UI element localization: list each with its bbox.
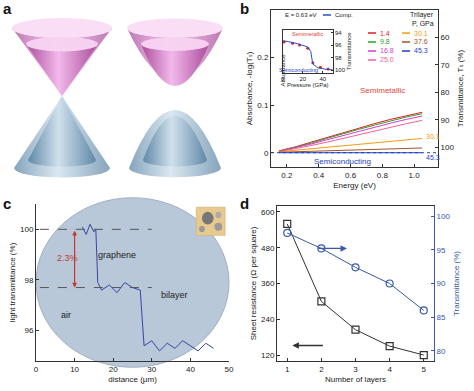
svg-text:100: 100 [441, 143, 455, 152]
svg-text:100: 100 [20, 225, 34, 234]
svg-text:240: 240 [261, 315, 275, 324]
svg-text:30.1: 30.1 [414, 30, 428, 37]
svg-text:Transmittance, Tₛ (%): Transmittance, Tₛ (%) [456, 50, 465, 128]
svg-text:Semiconducting: Semiconducting [314, 157, 371, 166]
svg-text:37.6: 37.6 [414, 38, 428, 45]
svg-text:Semimetallic: Semimetallic [360, 86, 405, 95]
svg-text:P, GPa: P, GPa [412, 20, 434, 27]
svg-text:30: 30 [147, 365, 156, 374]
svg-text:50: 50 [225, 365, 234, 374]
svg-text:light transmittance (%): light transmittance (%) [8, 242, 17, 322]
svg-text:9.8: 9.8 [380, 38, 390, 45]
svg-text:0.6: 0.6 [345, 171, 357, 180]
svg-text:E = 0.63 eV: E = 0.63 eV [285, 12, 317, 18]
svg-text:air: air [61, 310, 71, 320]
svg-text:1: 1 [285, 365, 290, 374]
html-text:a: a [3, 0, 12, 17]
svg-text:40: 40 [186, 365, 195, 374]
html-text:b: b [240, 0, 250, 17]
svg-text:40: 40 [319, 76, 326, 82]
svg-text:Trilayer: Trilayer [410, 11, 434, 19]
svg-text:graphene: graphene [98, 250, 136, 260]
svg-text:80: 80 [441, 88, 450, 97]
svg-text:Transmittance: Transmittance [346, 32, 352, 70]
svg-text:60: 60 [441, 33, 450, 42]
svg-text:1.4: 1.4 [380, 30, 390, 37]
svg-text:98: 98 [24, 276, 33, 285]
svg-text:distance (μm): distance (μm) [108, 375, 157, 384]
svg-text:Number of layers: Number of layers [325, 375, 386, 384]
svg-text:70: 70 [441, 61, 450, 70]
svg-text:Comp.: Comp. [335, 12, 353, 18]
svg-text:Transmittance (%): Transmittance (%) [452, 251, 461, 316]
svg-text:20: 20 [299, 76, 306, 82]
svg-text:bilayer: bilayer [161, 290, 188, 300]
svg-text:120: 120 [261, 351, 275, 360]
svg-text:0.8: 0.8 [377, 171, 389, 180]
svg-text:0: 0 [264, 149, 269, 158]
svg-text:95: 95 [437, 246, 446, 255]
svg-text:4: 4 [387, 365, 392, 374]
html-text:c: c [3, 195, 12, 212]
svg-text:0: 0 [34, 365, 39, 374]
svg-text:96: 96 [335, 42, 342, 48]
svg-text:45.3: 45.3 [414, 47, 428, 54]
svg-text:480: 480 [261, 244, 275, 253]
svg-text:25.0: 25.0 [380, 56, 394, 63]
svg-text:0: 0 [281, 76, 285, 82]
svg-text:0.2: 0.2 [257, 53, 269, 62]
svg-text:0.2: 0.2 [281, 171, 293, 180]
svg-text:3: 3 [353, 365, 358, 374]
svg-text:98: 98 [335, 55, 342, 61]
svg-text:96: 96 [24, 326, 33, 335]
svg-text:20: 20 [109, 365, 118, 374]
svg-text:5: 5 [422, 365, 427, 374]
svg-text:90: 90 [441, 116, 450, 125]
svg-text:100: 100 [335, 67, 346, 73]
svg-text:10: 10 [70, 365, 79, 374]
svg-text:45.3: 45.3 [426, 154, 440, 161]
svg-text:90: 90 [437, 279, 446, 288]
svg-text:360: 360 [261, 279, 275, 288]
html-text:d: d [240, 195, 250, 212]
svg-text:Sheet resistance (Ω per square: Sheet resistance (Ω per square) [249, 226, 258, 340]
svg-text:Absorbance, -log(Tₛ): Absorbance, -log(Tₛ) [245, 51, 254, 125]
svg-text:16.8: 16.8 [380, 47, 394, 54]
svg-text:2.3%: 2.3% [57, 253, 78, 263]
svg-text:94: 94 [335, 30, 342, 36]
svg-text:Absorbance: Absorbance [280, 54, 286, 87]
svg-text:Pressure (GPa): Pressure (GPa) [287, 82, 329, 88]
svg-text:Energy (eV): Energy (eV) [333, 181, 376, 190]
svg-text:0.1: 0.1 [257, 101, 269, 110]
svg-text:600: 600 [261, 208, 275, 217]
svg-text:80: 80 [437, 347, 446, 356]
svg-text:30.1: 30.1 [426, 133, 440, 140]
svg-text:Semimetallic: Semimetallic [292, 31, 323, 37]
svg-text:85: 85 [437, 313, 446, 322]
svg-text:1.0: 1.0 [409, 171, 421, 180]
svg-text:0.4: 0.4 [313, 171, 325, 180]
svg-text:2: 2 [319, 365, 324, 374]
svg-text:Semiconducting: Semiconducting [279, 67, 318, 73]
svg-text:100: 100 [437, 212, 451, 221]
